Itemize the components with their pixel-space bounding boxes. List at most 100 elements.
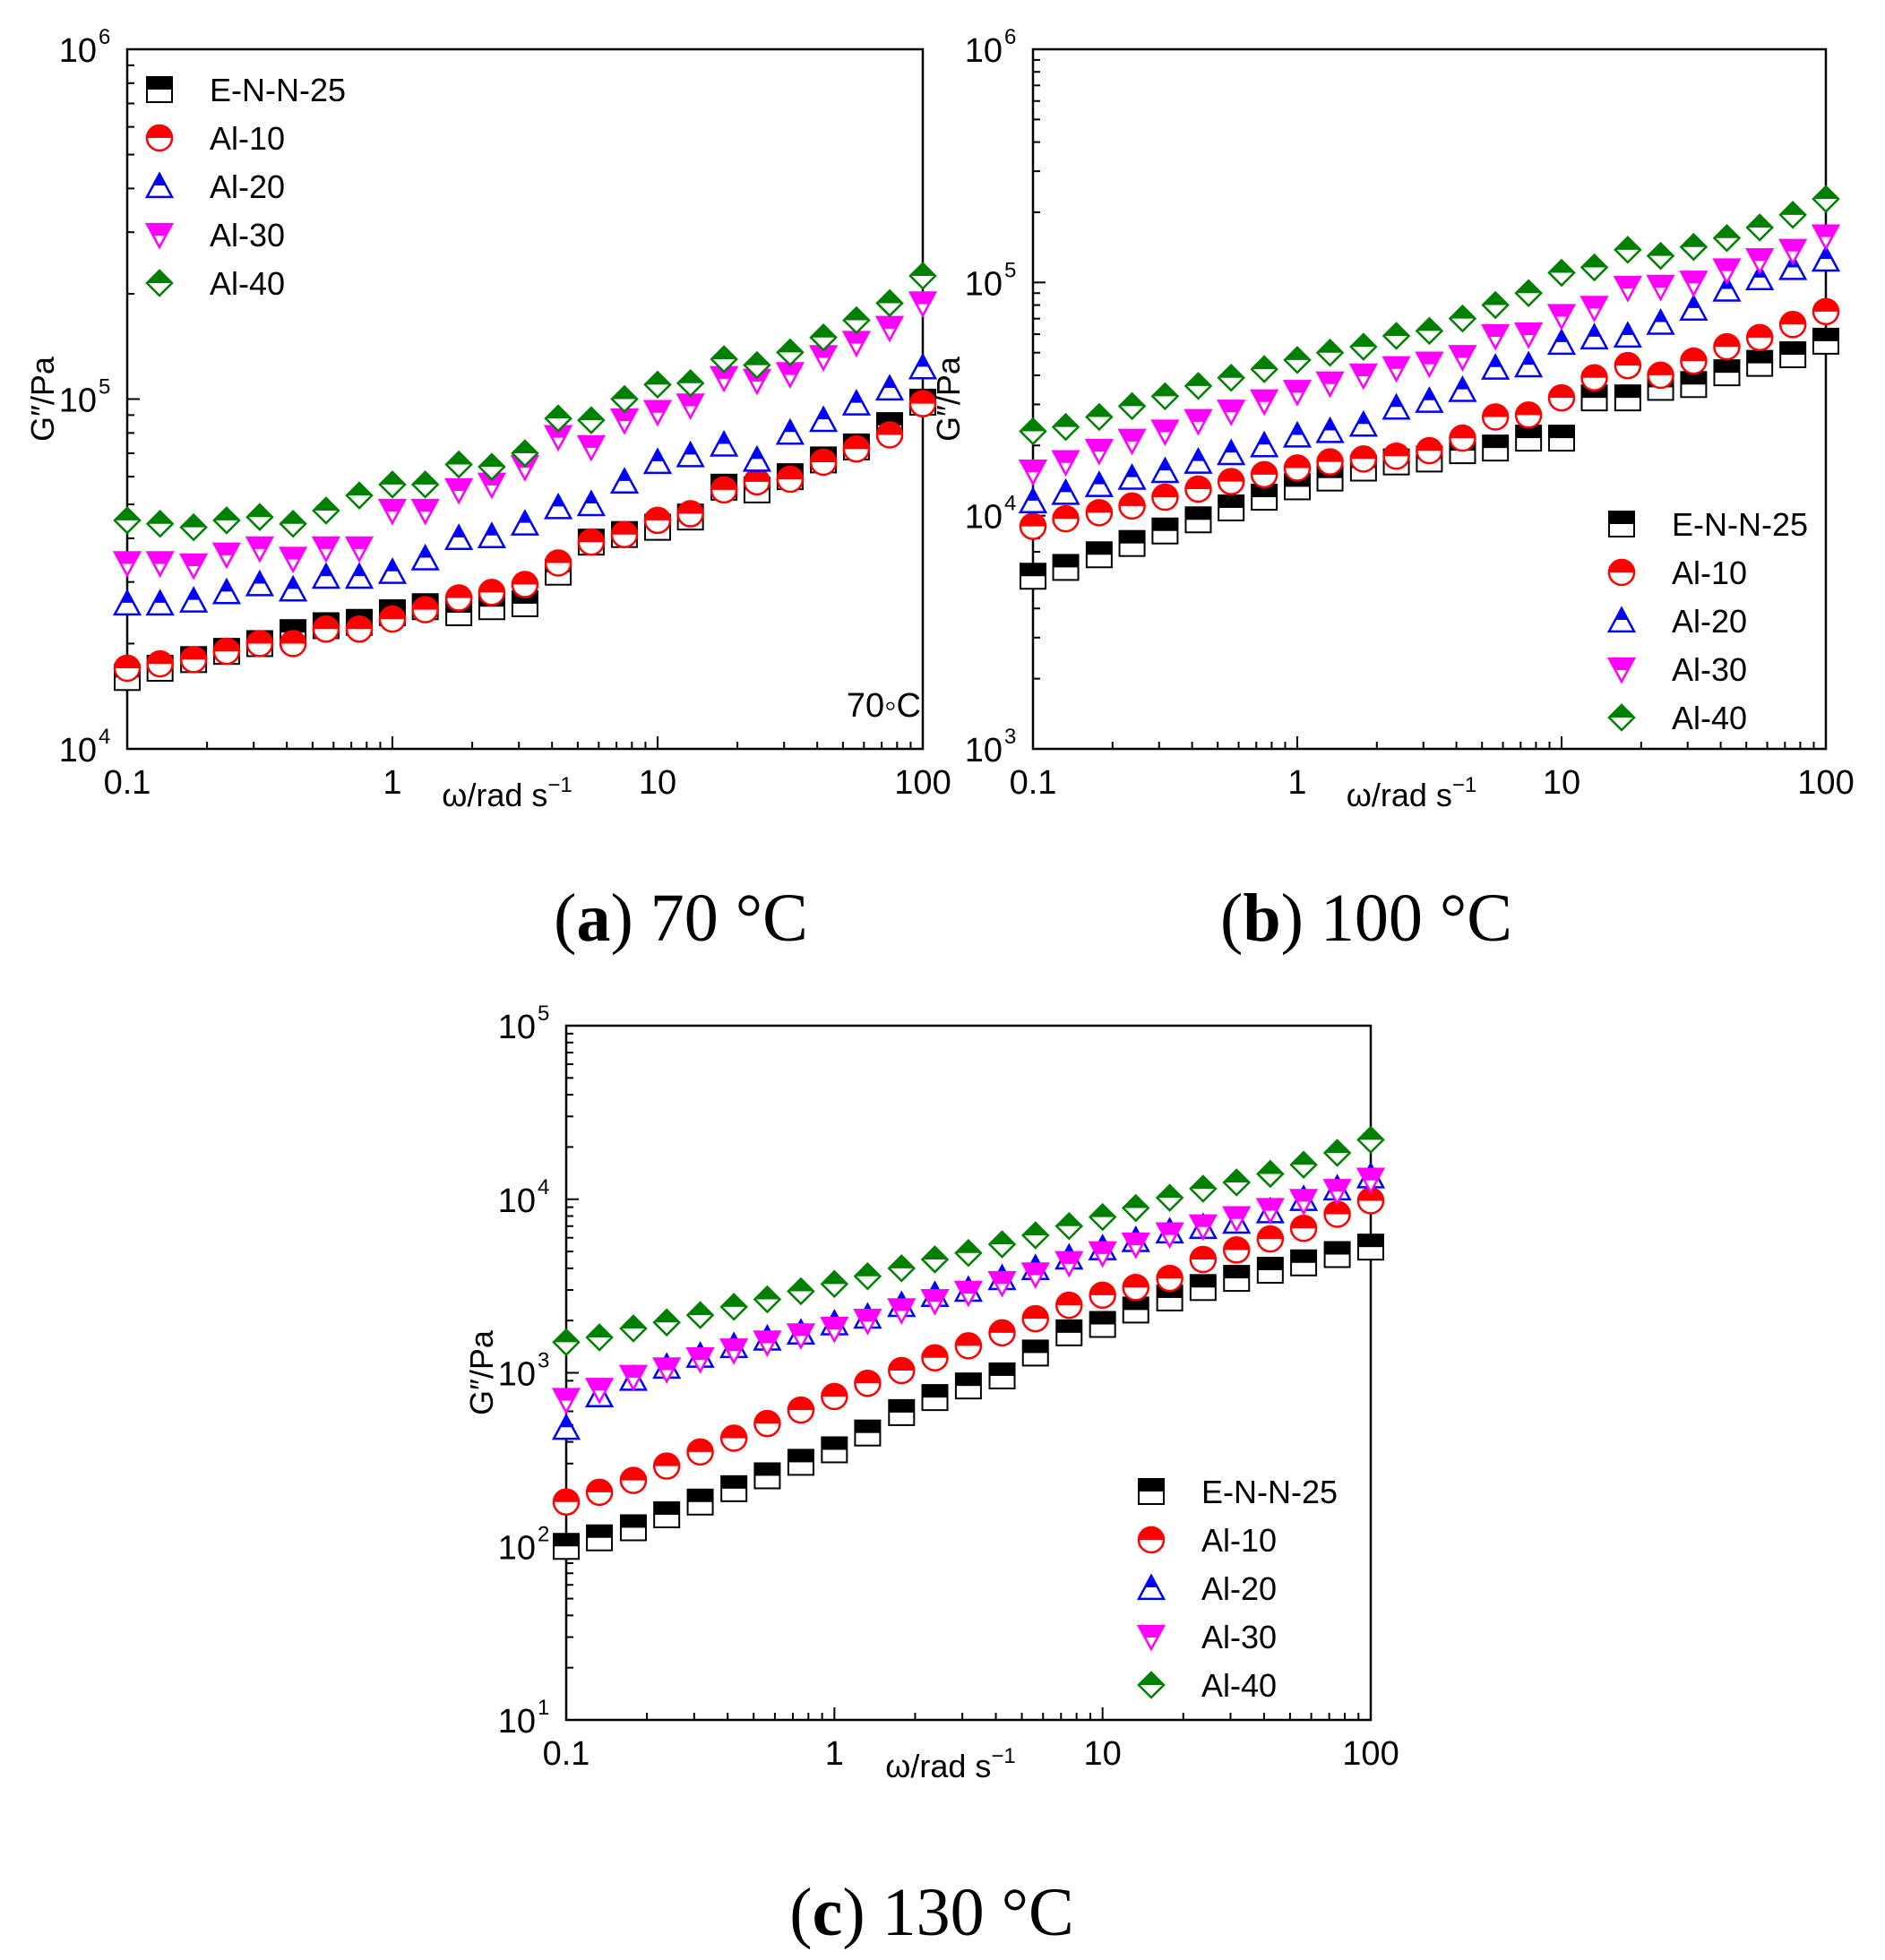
data-point [1357,1234,1384,1261]
data-point [477,521,507,548]
data-point [552,1488,581,1517]
data-point [821,1382,848,1411]
data-point [1745,323,1774,352]
data-point [1779,340,1807,368]
series-E-N-N-25 [553,1234,1384,1560]
data-point [954,1239,983,1268]
data-point [1251,484,1278,511]
data-point [1088,1202,1117,1232]
data-point [245,569,275,597]
data-point [988,1362,1016,1389]
y-tick-exponent: 6 [1004,25,1016,49]
legend-item: Al-30 [1136,1619,1277,1655]
data-point [775,417,805,445]
data-point [842,305,871,335]
data-point [1481,353,1511,380]
data-point [577,528,606,556]
data-point [908,291,938,319]
caption-open: ( [554,881,576,956]
data-point [742,444,772,472]
data-point [1349,445,1378,473]
data-point [1117,391,1147,421]
y-tick-exponent: 3 [538,1349,549,1373]
legend-marker [1606,657,1637,684]
x-axis-label: ω/rad s−1 [442,773,572,813]
data-point [1712,258,1742,286]
y-tick-label: 10 4 [59,725,111,769]
data-point [551,1388,581,1415]
data-point [809,448,838,477]
data-point [1055,1319,1083,1346]
legend-label: Al-30 [210,217,285,254]
y-axis-label: G″/Pa [930,356,967,442]
data-point [245,503,274,531]
x-tick-label: 10 [1543,764,1580,802]
data-point [987,1270,1017,1298]
data-point [1647,361,1674,390]
data-point [787,1396,815,1424]
data-point [887,1298,917,1326]
data-point [676,393,705,421]
data-point [278,574,308,602]
data-point [1348,363,1378,391]
data-point [1217,400,1246,426]
data-point [1745,213,1774,242]
x-tick-label: 0.1 [543,1735,590,1773]
data-point [1052,554,1080,581]
data-point [1121,1232,1150,1259]
data-point [888,1398,916,1426]
data-point [988,1319,1016,1347]
data-point [1547,258,1576,288]
data-point [1646,241,1675,271]
series-Al-40 [1019,185,1840,446]
data-point [585,1323,614,1352]
data-point [753,1285,782,1314]
data-point [1151,483,1179,511]
data-point [1680,347,1708,375]
x-axis-label: ω/rad s−1 [885,1744,1016,1784]
legend-item: Al-40 [1137,1667,1277,1704]
y-tick-exponent: 1 [538,1696,549,1720]
y-tick-label: 10 6 [59,25,111,70]
data-point [710,429,739,457]
x-tick-label: 100 [1342,1735,1399,1773]
data-point [776,465,805,494]
data-point [1118,529,1146,557]
caption-letter: b [1243,881,1280,956]
data-point [1089,1311,1116,1338]
data-point [921,1344,949,1372]
data-point [1679,232,1709,262]
data-point [1118,492,1146,520]
caption-close: ) [842,1875,882,1950]
legend-marker [144,222,175,250]
data-point [610,520,639,548]
y-tick-label: 10 5 [498,1001,550,1046]
legend-item: E-N-N-25 [1138,1474,1338,1510]
data-point [1713,332,1741,361]
data-point [1356,1125,1385,1155]
data-point [1084,470,1114,497]
data-point [841,331,872,358]
data-point [1184,475,1212,503]
legend-marker [144,171,175,199]
data-point [212,506,241,535]
data-point [179,512,208,542]
caption-text: 130 °C [882,1875,1074,1950]
data-point [1614,351,1642,380]
data-point [787,1449,814,1476]
y-tick-exponent: 4 [1004,492,1016,516]
data-point [1184,506,1212,534]
legend-marker [1607,558,1636,587]
data-point [511,439,539,468]
x-axis-label-exponent: −1 [1452,773,1476,797]
data-point [1217,468,1245,495]
data-point [1289,1150,1318,1180]
x-tick-label: 100 [894,764,951,802]
data-point [1021,1304,1050,1333]
data-point [1680,371,1708,399]
data-point [1746,349,1774,377]
data-point [1250,460,1278,489]
legend-label: Al-10 [1201,1522,1277,1559]
data-point [619,1514,647,1542]
data-point [1150,456,1180,484]
